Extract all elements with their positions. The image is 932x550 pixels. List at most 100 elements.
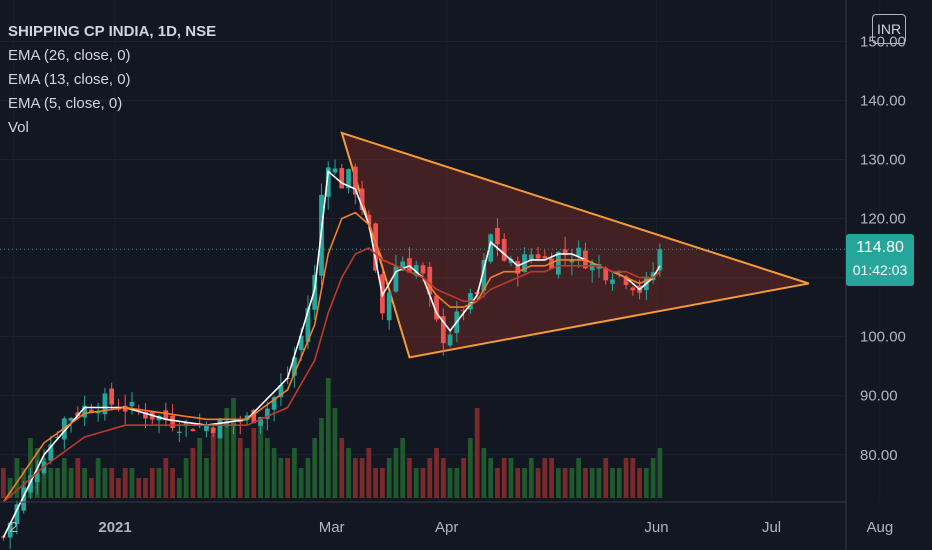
candle-body	[258, 417, 263, 426]
volume-bar	[271, 448, 277, 498]
volume-bar	[129, 468, 135, 498]
volume-bars	[1, 378, 663, 498]
volume-bar	[285, 458, 291, 498]
candle-body	[630, 287, 636, 291]
volume-bar	[657, 448, 663, 498]
volume-bar	[366, 448, 372, 498]
last-price-tag: 114.80 01:42:03	[846, 234, 914, 286]
candle-body	[508, 258, 514, 264]
volume-bar	[562, 468, 568, 498]
volume-bar	[298, 468, 304, 498]
last-price-value: 114.80	[856, 239, 904, 256]
volume-bar	[312, 438, 318, 498]
candle-body	[359, 188, 365, 211]
volume-bar	[589, 468, 595, 498]
volume-bar	[251, 428, 257, 498]
candle-body	[129, 401, 135, 407]
candle-body	[34, 472, 40, 482]
candle-body	[251, 409, 257, 423]
volume-bar	[583, 468, 588, 498]
legend-ema-13[interactable]: EMA (13, close, 0)	[8, 71, 131, 88]
candle-body	[292, 357, 297, 376]
candle-body	[183, 422, 189, 427]
volume-bar	[325, 378, 331, 498]
volume-bar	[413, 468, 419, 498]
candle-body	[386, 292, 392, 321]
volume-bar	[156, 468, 162, 498]
volume-bar	[515, 468, 521, 498]
volume-bar	[393, 448, 399, 498]
candle-body	[393, 266, 399, 292]
candle-body	[515, 261, 521, 274]
volume-bar	[569, 468, 575, 498]
candle-body	[542, 256, 548, 259]
volume-bar	[258, 418, 263, 498]
candle-body	[427, 266, 433, 295]
volume-bar	[454, 468, 460, 498]
volume-bar	[549, 458, 554, 498]
candle-body	[352, 166, 358, 195]
volume-bar	[190, 448, 196, 498]
volume-bar	[488, 458, 494, 498]
candle-body	[610, 279, 615, 284]
time-axis[interactable]: 2 2021 Mar Apr Jun Jul Aug	[9, 519, 893, 536]
volume-bar	[197, 438, 203, 498]
candle-body	[589, 263, 595, 271]
candle-body	[21, 487, 27, 511]
legend-volume[interactable]: Vol	[8, 119, 29, 136]
volume-bar	[555, 468, 561, 498]
candle-body	[271, 397, 277, 410]
candle-body	[440, 316, 446, 344]
volume-bar	[68, 468, 74, 498]
candle-body	[569, 259, 575, 263]
volume-bar	[143, 478, 148, 498]
volume-bar	[407, 458, 412, 498]
price-axis[interactable]: 80.0090.00100.00110.00120.00130.00140.00…	[860, 33, 906, 463]
volume-bar	[630, 458, 636, 498]
ema-line	[2, 169, 661, 538]
candle-body	[305, 308, 311, 343]
volume-bar	[461, 458, 466, 498]
candle-body	[555, 251, 561, 275]
legend-ema-5[interactable]: EMA (5, close, 0)	[8, 95, 123, 112]
candle-body	[657, 249, 663, 271]
candle-body	[237, 420, 243, 423]
volume-bar	[14, 458, 20, 498]
volume-bar	[542, 458, 548, 498]
volume-bar	[217, 418, 223, 498]
price-tick-label: 150.00	[860, 33, 906, 50]
time-tick-label: 2021	[98, 519, 131, 536]
candle-body	[109, 388, 115, 405]
candle-body	[481, 259, 487, 291]
candle-body	[278, 384, 284, 398]
ema-line	[2, 211, 661, 503]
volume-bar	[434, 448, 439, 498]
candle-body	[244, 415, 250, 421]
currency-badge[interactable]: INR	[872, 14, 906, 44]
volume-bar	[210, 428, 216, 498]
volume-bar	[596, 468, 602, 498]
time-tick-label: Jun	[644, 519, 668, 536]
volume-bar	[278, 458, 284, 498]
candle-body	[88, 409, 94, 412]
volume-bar	[109, 468, 115, 498]
candle-body	[7, 522, 13, 538]
time-tick-label: Apr	[435, 519, 458, 536]
volume-bar	[339, 438, 345, 498]
volume-bar	[352, 458, 358, 498]
candle-body	[413, 265, 419, 276]
volume-bar	[380, 468, 385, 498]
bar-countdown: 01:42:03	[852, 262, 908, 278]
volume-bar	[1, 468, 6, 498]
volume-bar	[447, 468, 453, 498]
candle-body	[48, 444, 54, 461]
price-tick-label: 120.00	[860, 211, 906, 228]
candle-body	[447, 334, 453, 346]
candle-body	[461, 310, 466, 312]
volume-bar	[264, 438, 270, 498]
symbol-title[interactable]: SHIPPING CP INDIA, 1D, NSE	[8, 23, 217, 40]
candle-body	[528, 254, 534, 260]
volume-bar	[643, 468, 649, 498]
legend-ema-26[interactable]: EMA (26, close, 0)	[8, 47, 131, 64]
